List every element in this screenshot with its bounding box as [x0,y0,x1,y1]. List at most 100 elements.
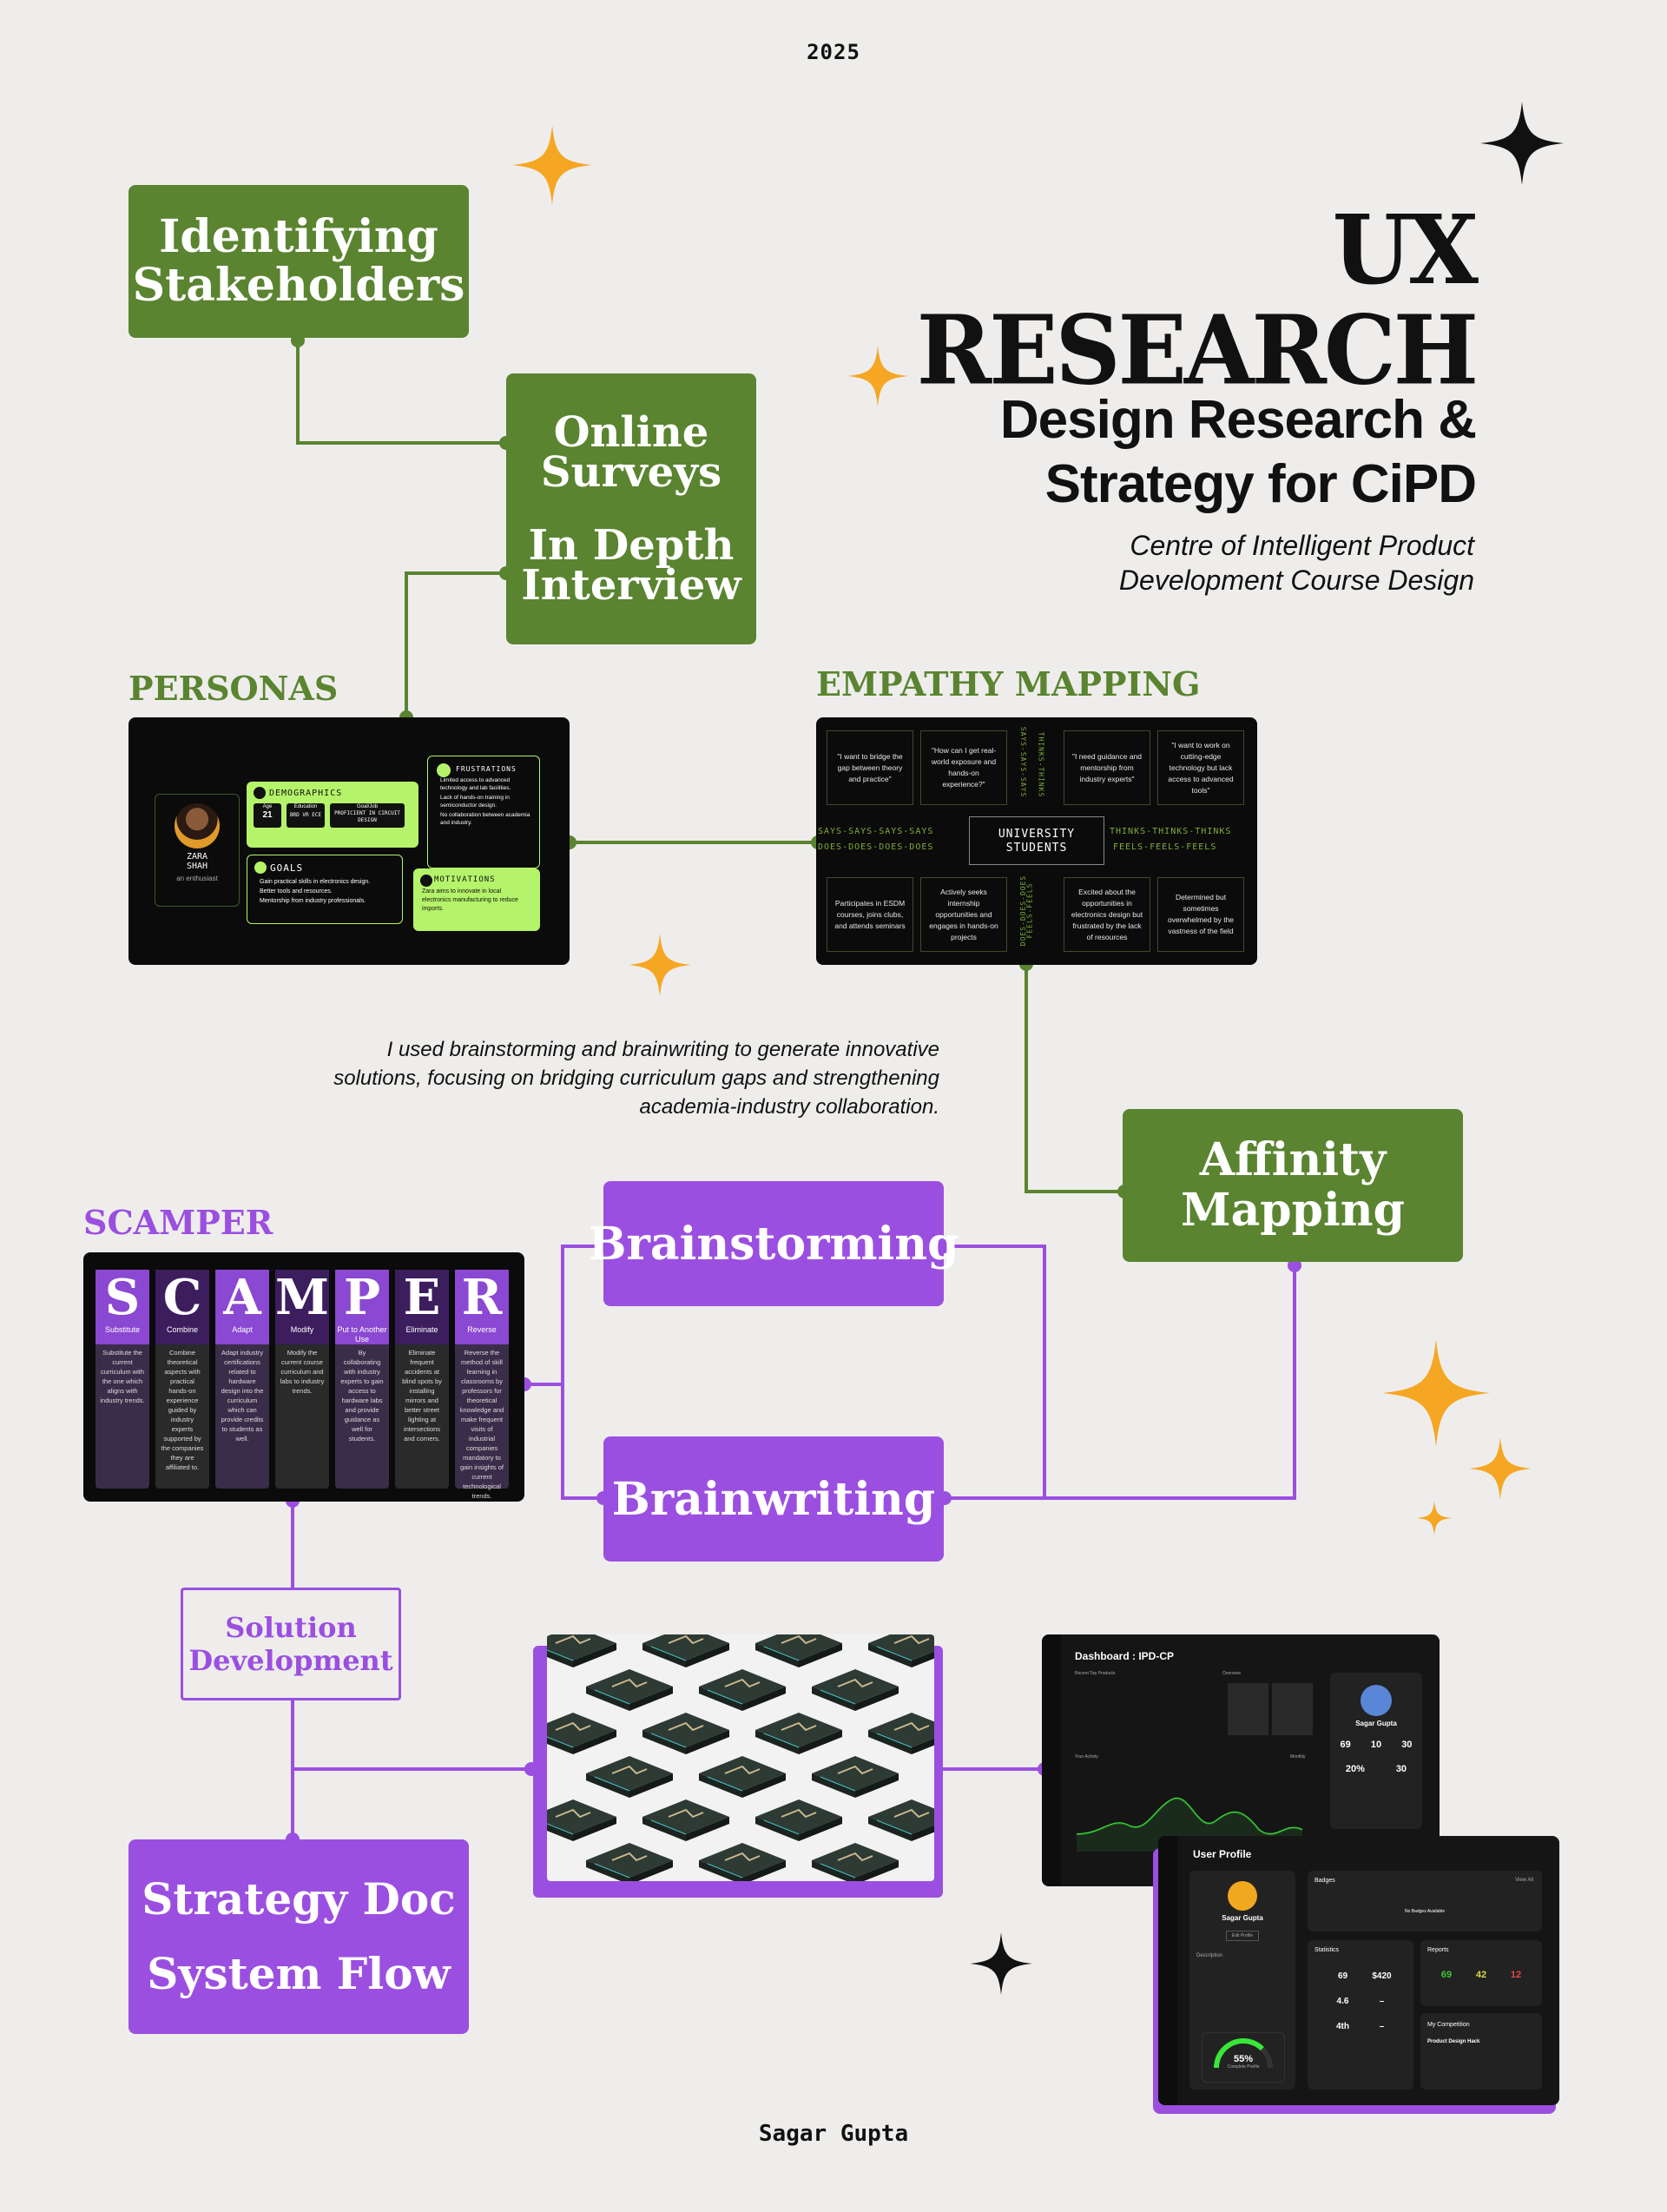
strategy-node: Strategy Doc System Flow [128,1839,469,2034]
product-cards-illustration [547,1634,934,1881]
empathy-center: UNIVERSITY STUDENTS [969,816,1104,865]
frustrations-icon [437,763,451,777]
empathy-map-card: "I want to bridge the gap between theory… [816,717,1257,965]
frustration-item: Lack of hands-on training in semiconduct… [440,795,510,809]
node-label: Interview [521,561,741,610]
dashboard-sidebar [1042,1634,1061,1886]
view-all-link[interactable]: View All [1515,1878,1533,1883]
scamper-description: By collaborating with industry experts t… [340,1349,384,1443]
center-label: UNIVERSITY [998,828,1076,841]
persona-name: ZARA [186,852,208,862]
says-vertical-tag: SAYS-SAYS-SAYS [1019,726,1028,798]
scamper-letter: M [275,1269,329,1326]
persona-profile: ZARA SHAH an enthusiast [155,794,240,907]
empathy-cell: Determined but sometimes overwhelmed by … [1157,877,1244,952]
stat-value: 4th [1336,2022,1349,2031]
node-label: Brainwriting [611,1472,936,1526]
personas-title: PERSONAS [128,669,339,708]
subtitle-line: Design Research & [999,390,1477,450]
statistics-label: Statistics [1314,1947,1340,1953]
demographics-title: DEMOGRAPHICS [269,789,343,798]
feels-vertical-tag: FEELS-FEELS [1025,882,1034,939]
competition-label: My Competition [1427,2022,1470,2028]
report-value: 12 [1510,1970,1522,1980]
note-line: I used brainstorming and brainwriting to… [386,1038,939,1061]
scamper-column-put-to-another-use: P Put to Another Use By collaborating with… [335,1270,389,1489]
subtitle-line: Strategy for CiPD [1044,454,1477,514]
thinks-tag: THINKS-THINKS-THINKS [1110,827,1232,836]
black-star-icon [970,1932,1032,1995]
node-label: Solution [225,1611,357,1644]
stat-value: – [1379,1997,1385,2006]
solution-development-node: Solution Development [181,1588,401,1700]
frustration-item: Limited access to advanced technology an… [440,777,511,791]
node-label: System Flow [147,1948,451,1999]
demographics-box: DEMOGRAPHICS Age 21 Education BRD VR ECE G… [247,782,418,848]
period-select[interactable]: Monthly [1290,1754,1306,1760]
product-photo [547,1634,934,1881]
scamper-letter: C [162,1269,202,1326]
empathy-cell: Excited about the opportunities in elect… [1064,877,1150,952]
hack-label: Product Design Hack [1427,2039,1480,2044]
progress-gauge: 55% Complete Profile [1202,2032,1285,2083]
badges-panel: Badges View All No Badges Available [1308,1871,1542,1931]
thinks-vertical-tag: THINKS-THINKS [1037,731,1045,798]
scamper-name: Substitute [104,1325,141,1334]
scamper-card: S Substitute Substitute the current curric… [83,1252,524,1502]
affinity-mapping-node: Affinity Mapping [1123,1109,1463,1262]
scamper-name: Combine [166,1325,199,1334]
motivations-text: Zara aims to innovate in local electroni… [422,888,518,912]
orange-star-icon [629,934,691,996]
persona-card: ZARA SHAH an enthusiast DEMOGRAPHICS Age… [128,717,570,965]
empathy-cell: Actively seeks internship opportunities … [920,877,1007,952]
year-label: 2025 [807,40,860,64]
motivations-title: MOTIVATIONS [434,875,496,884]
stat-value: 30 [1401,1740,1413,1750]
node-label: In Depth [528,521,735,570]
profile-name: Sagar Gupta [1222,1914,1263,1922]
node-label: Brainstorming [588,1217,959,1271]
report-value: 69 [1440,1970,1453,1980]
orange-star-icon [847,346,908,406]
frustrations-box: FRUSTRATIONS Limited access to advanced … [427,756,540,868]
activity-label: Your Activity [1075,1754,1099,1760]
scamper-column-substitute: S Substitute Substitute the current curric… [96,1270,149,1489]
frustrations-title: FRUSTRATIONS [456,765,517,773]
scamper-description: Substitute the current curriculum with t… [100,1349,145,1404]
node-label: Stakeholders [132,259,465,312]
statistics-panel: Statistics 69 $420 4.6 – 4th – [1308,1940,1413,2090]
persona-name: SHAH [186,862,208,871]
node-label: Identifying [159,210,438,263]
goals-box: GOALS Gain practical skills in electroni… [247,855,403,924]
no-badges-text: No Badges Available [1404,1909,1446,1914]
report-value: 42 [1475,1970,1487,1980]
connector-dot [1288,1258,1301,1272]
note-line: academia-industry collaboration. [639,1095,939,1119]
subtitle-desc-line: Development Course Design [1118,565,1474,596]
brainstorm-note: I used brainstorming and brainwriting to… [200,1035,939,1121]
frustration-item: No collaboration between academia and in… [440,812,530,826]
feels-tag: FEELS-FEELS-FEELS [1113,842,1217,852]
surveys-interview-node: Online Surveys In Depth Interview [506,373,756,644]
demo-goal: Goal/Job PROFICIENT IN CIRCUIT DESIGN [330,803,405,828]
stat-value: – [1379,2022,1385,2031]
edit-profile-button[interactable]: Edit Profile [1225,1931,1260,1941]
goals-title: GOALS [270,862,304,874]
dashboard-title: Dashboard : IPD-CP [1075,1650,1175,1662]
user-profile-screenshot: User Profile Sagar Gupta Edit Profile De… [1158,1836,1559,2105]
scamper-name: Adapt [232,1325,253,1334]
description-label: Description [1196,1953,1223,1958]
scamper-description: Reverse the method of skill learning in … [459,1349,504,1500]
scamper-letter: A [223,1269,261,1326]
does-tag: DOES-DOES-DOES-DOES [818,842,934,852]
profile-panel: Sagar Gupta Edit Profile Description 55%… [1189,1871,1295,2090]
scamper-column-modify: M Modify Modify the current course curricu… [275,1270,329,1489]
scamper-description: Adapt industry certifications related to… [221,1349,264,1443]
scamper-description: Modify the current course curriculum and… [280,1349,325,1395]
reports-panel: Reports 69 42 12 [1420,1940,1542,2006]
dashboard-user-name: Sagar Gupta [1355,1720,1397,1727]
black-star-icon [1480,102,1564,185]
node-label: Strategy Doc [142,1873,456,1925]
empathy-title: EMPATHY MAPPING [816,664,1201,703]
